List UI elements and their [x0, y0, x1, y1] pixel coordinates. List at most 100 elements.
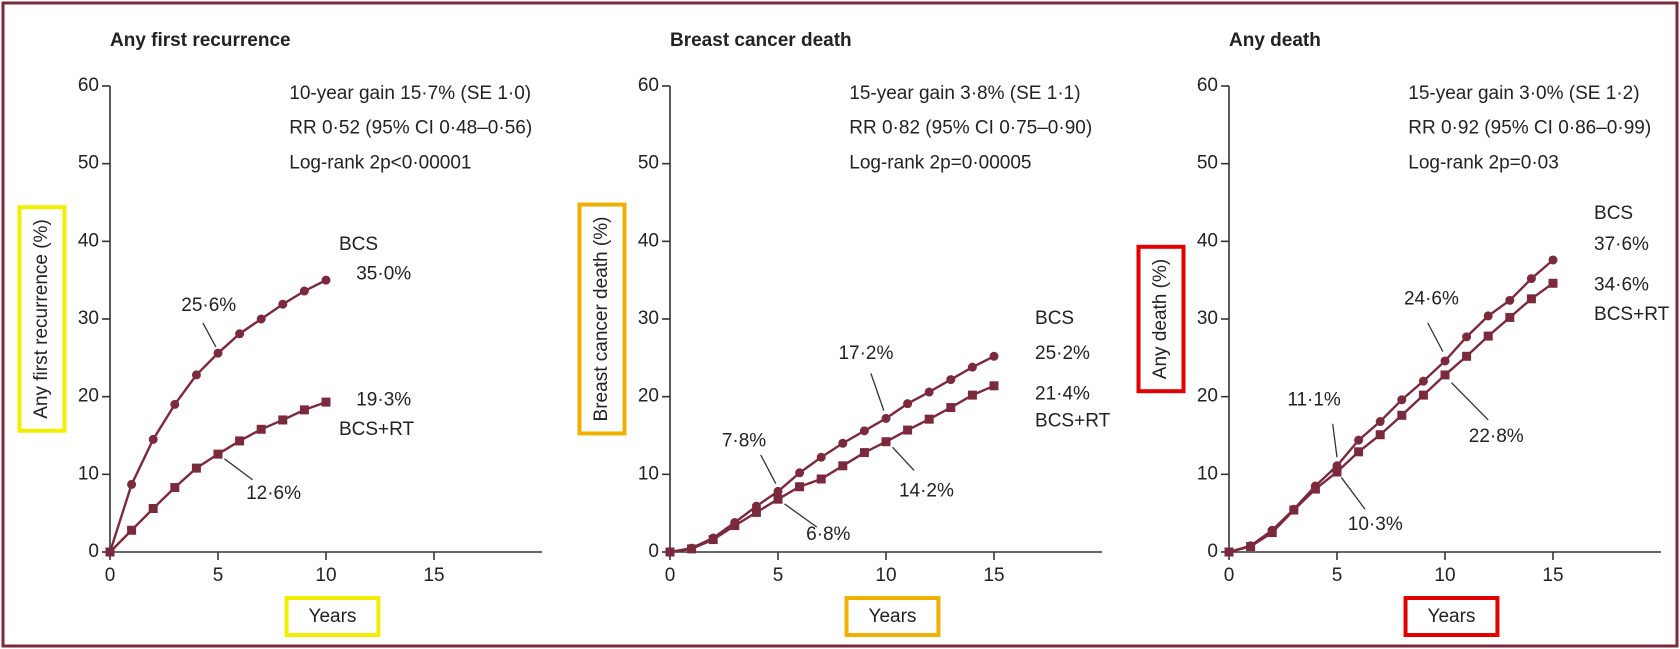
- annotation: 37·6%: [1594, 234, 1649, 255]
- y-tick-label: 0: [648, 541, 659, 562]
- highlight-box: [1403, 596, 1500, 638]
- marker: [946, 375, 956, 385]
- marker: [687, 544, 697, 554]
- leader-line: [224, 458, 253, 481]
- x-tick-label: 10: [1434, 565, 1455, 586]
- stat-text: RR 0·92 (95% CI 0·86–0·99): [1408, 118, 1651, 139]
- marker: [213, 348, 223, 358]
- marker: [924, 414, 934, 424]
- marker: [665, 547, 675, 557]
- y-axis-label: Any first recurrence (%): [31, 219, 52, 419]
- marker: [967, 362, 977, 372]
- annotation: 34·6%: [1594, 275, 1649, 296]
- y-tick-label: 50: [638, 153, 659, 174]
- marker: [1354, 447, 1364, 457]
- marker: [1440, 370, 1450, 380]
- marker: [881, 437, 891, 447]
- marker: [256, 424, 266, 434]
- y-tick-label: 60: [1197, 75, 1218, 96]
- y-axis-label: Any death (%): [1150, 259, 1171, 379]
- marker: [1505, 312, 1515, 322]
- x-tick-label: 10: [315, 565, 336, 586]
- series-line: [669, 384, 995, 554]
- series-label: BCS: [1035, 308, 1074, 329]
- leader-line: [870, 373, 885, 411]
- y-axis-label: Breast cancer death (%): [591, 217, 612, 422]
- x-tick-label: 5: [773, 565, 784, 586]
- stat-text: RR 0·82 (95% CI 0·75–0·90): [849, 118, 1092, 139]
- marker: [708, 535, 718, 545]
- marker: [1397, 410, 1407, 420]
- marker: [1375, 430, 1385, 440]
- leader-line: [892, 446, 915, 471]
- highlight-box: [284, 596, 381, 638]
- series-label: BCS: [1594, 203, 1633, 224]
- annotation: 24·6%: [1404, 289, 1459, 310]
- marker: [1397, 395, 1407, 405]
- leader-line: [1340, 477, 1366, 510]
- marker: [795, 468, 805, 478]
- panel-title: Any death: [1229, 30, 1321, 51]
- stat-text: 15-year gain 3·0% (SE 1·2): [1408, 83, 1639, 104]
- y-tick-label: 0: [1207, 541, 1218, 562]
- marker: [816, 474, 826, 484]
- marker: [148, 504, 158, 514]
- marker: [946, 403, 956, 413]
- marker: [1526, 294, 1536, 304]
- x-axis-label: Years: [869, 606, 917, 627]
- annotation: 35·0%: [356, 264, 411, 285]
- marker: [321, 397, 331, 407]
- marker: [170, 483, 180, 493]
- annotation: 6·8%: [806, 524, 850, 545]
- marker: [213, 449, 223, 459]
- y-tick-label: 10: [1197, 463, 1218, 484]
- stat-text: 10-year gain 15·7% (SE 1·0): [289, 83, 531, 104]
- leader-line: [784, 503, 818, 528]
- annotation: 25·6%: [181, 295, 236, 316]
- y-tick-label: 30: [1197, 308, 1218, 329]
- annotation: 12·6%: [246, 483, 301, 504]
- marker: [1418, 376, 1428, 386]
- y-tick-label: 10: [638, 463, 659, 484]
- marker: [816, 452, 826, 462]
- x-tick-label: 5: [1332, 565, 1343, 586]
- leader-line: [1427, 322, 1444, 352]
- annotation: 19·3%: [356, 390, 411, 411]
- annotation: 7·8%: [722, 431, 766, 452]
- marker: [191, 463, 201, 473]
- marker: [235, 436, 245, 446]
- leader-line: [202, 322, 217, 348]
- marker: [1462, 351, 1472, 361]
- y-tick-label: 0: [88, 541, 99, 562]
- x-tick-label: 0: [665, 565, 676, 586]
- x-axis-label: Years: [309, 606, 357, 627]
- leader-line: [760, 454, 777, 484]
- marker: [105, 547, 115, 557]
- y-tick-label: 60: [78, 75, 99, 96]
- marker: [1332, 467, 1342, 477]
- stat-text: Log-rank 2p=0·03: [1408, 153, 1559, 174]
- marker: [321, 275, 331, 285]
- series-line: [109, 400, 327, 553]
- x-tick-label: 15: [423, 565, 444, 586]
- series-label: BCS: [339, 234, 378, 255]
- x-tick-label: 0: [1224, 565, 1235, 586]
- annotation: 17·2%: [838, 343, 893, 364]
- marker: [1483, 331, 1493, 341]
- y-tick-label: 30: [78, 308, 99, 329]
- marker: [924, 387, 934, 397]
- series-label: BCS+RT: [339, 419, 415, 440]
- marker: [127, 479, 137, 489]
- marker: [1505, 295, 1515, 305]
- stat-text: RR 0·52 (95% CI 0·48–0·56): [289, 118, 532, 139]
- marker: [838, 461, 848, 471]
- marker: [1375, 417, 1385, 427]
- marker: [859, 426, 869, 436]
- panel-title: Breast cancer death: [670, 30, 852, 51]
- y-tick-label: 20: [638, 386, 659, 407]
- marker: [170, 399, 180, 409]
- marker: [1224, 547, 1234, 557]
- marker: [795, 482, 805, 492]
- marker: [859, 448, 869, 458]
